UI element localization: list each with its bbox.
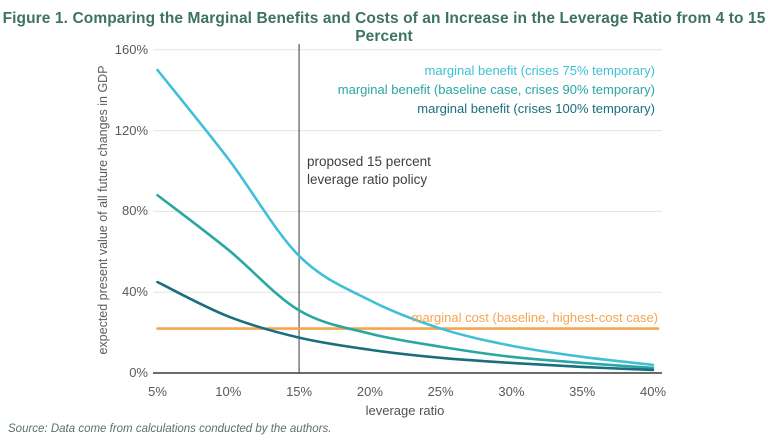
x-tick-20: 20%	[356, 384, 383, 399]
policy-annotation: proposed 15 percent leverage ratio polic…	[307, 153, 431, 189]
y-tick-120: 120%	[114, 122, 148, 138]
policy-annotation-line2: leverage ratio policy	[307, 172, 428, 187]
y-tick-40: 40%	[121, 284, 148, 300]
figure-title: Figure 1. Comparing the Marginal Benefit…	[2, 10, 766, 45]
policy-annotation-line1: proposed 15 percent	[307, 154, 431, 169]
y-tick-0: 0%	[129, 365, 148, 381]
legend-item-baseline-90: marginal benefit (baseline case, crises …	[337, 82, 655, 97]
source-note: Source: Data come from calculations cond…	[8, 423, 332, 435]
legend-item-crises-75: marginal benefit (crises 75% temporary)	[424, 63, 655, 78]
x-tick-15: 15%	[286, 384, 313, 399]
x-tick-25: 25%	[427, 384, 454, 399]
chart-legend: marginal benefit (crises 75% temporary) …	[338, 61, 655, 118]
x-axis-title: leverage ratio	[365, 403, 445, 418]
x-tick-30: 30%	[498, 384, 525, 399]
x-tick-35: 35%	[569, 384, 596, 399]
marginal-cost-label: marginal cost (baseline, highest-cost ca…	[411, 310, 658, 325]
legend-item-crises-100: marginal benefit (crises 100% temporary)	[417, 101, 655, 116]
y-tick-80: 80%	[121, 203, 148, 219]
x-tick-40: 40%	[639, 384, 667, 399]
y-axis-title: expected present value of all future cha…	[96, 65, 110, 355]
x-tick-5: 5%	[148, 384, 167, 399]
x-tick-10: 10%	[215, 384, 242, 399]
y-tick-160: 160%	[114, 41, 148, 57]
